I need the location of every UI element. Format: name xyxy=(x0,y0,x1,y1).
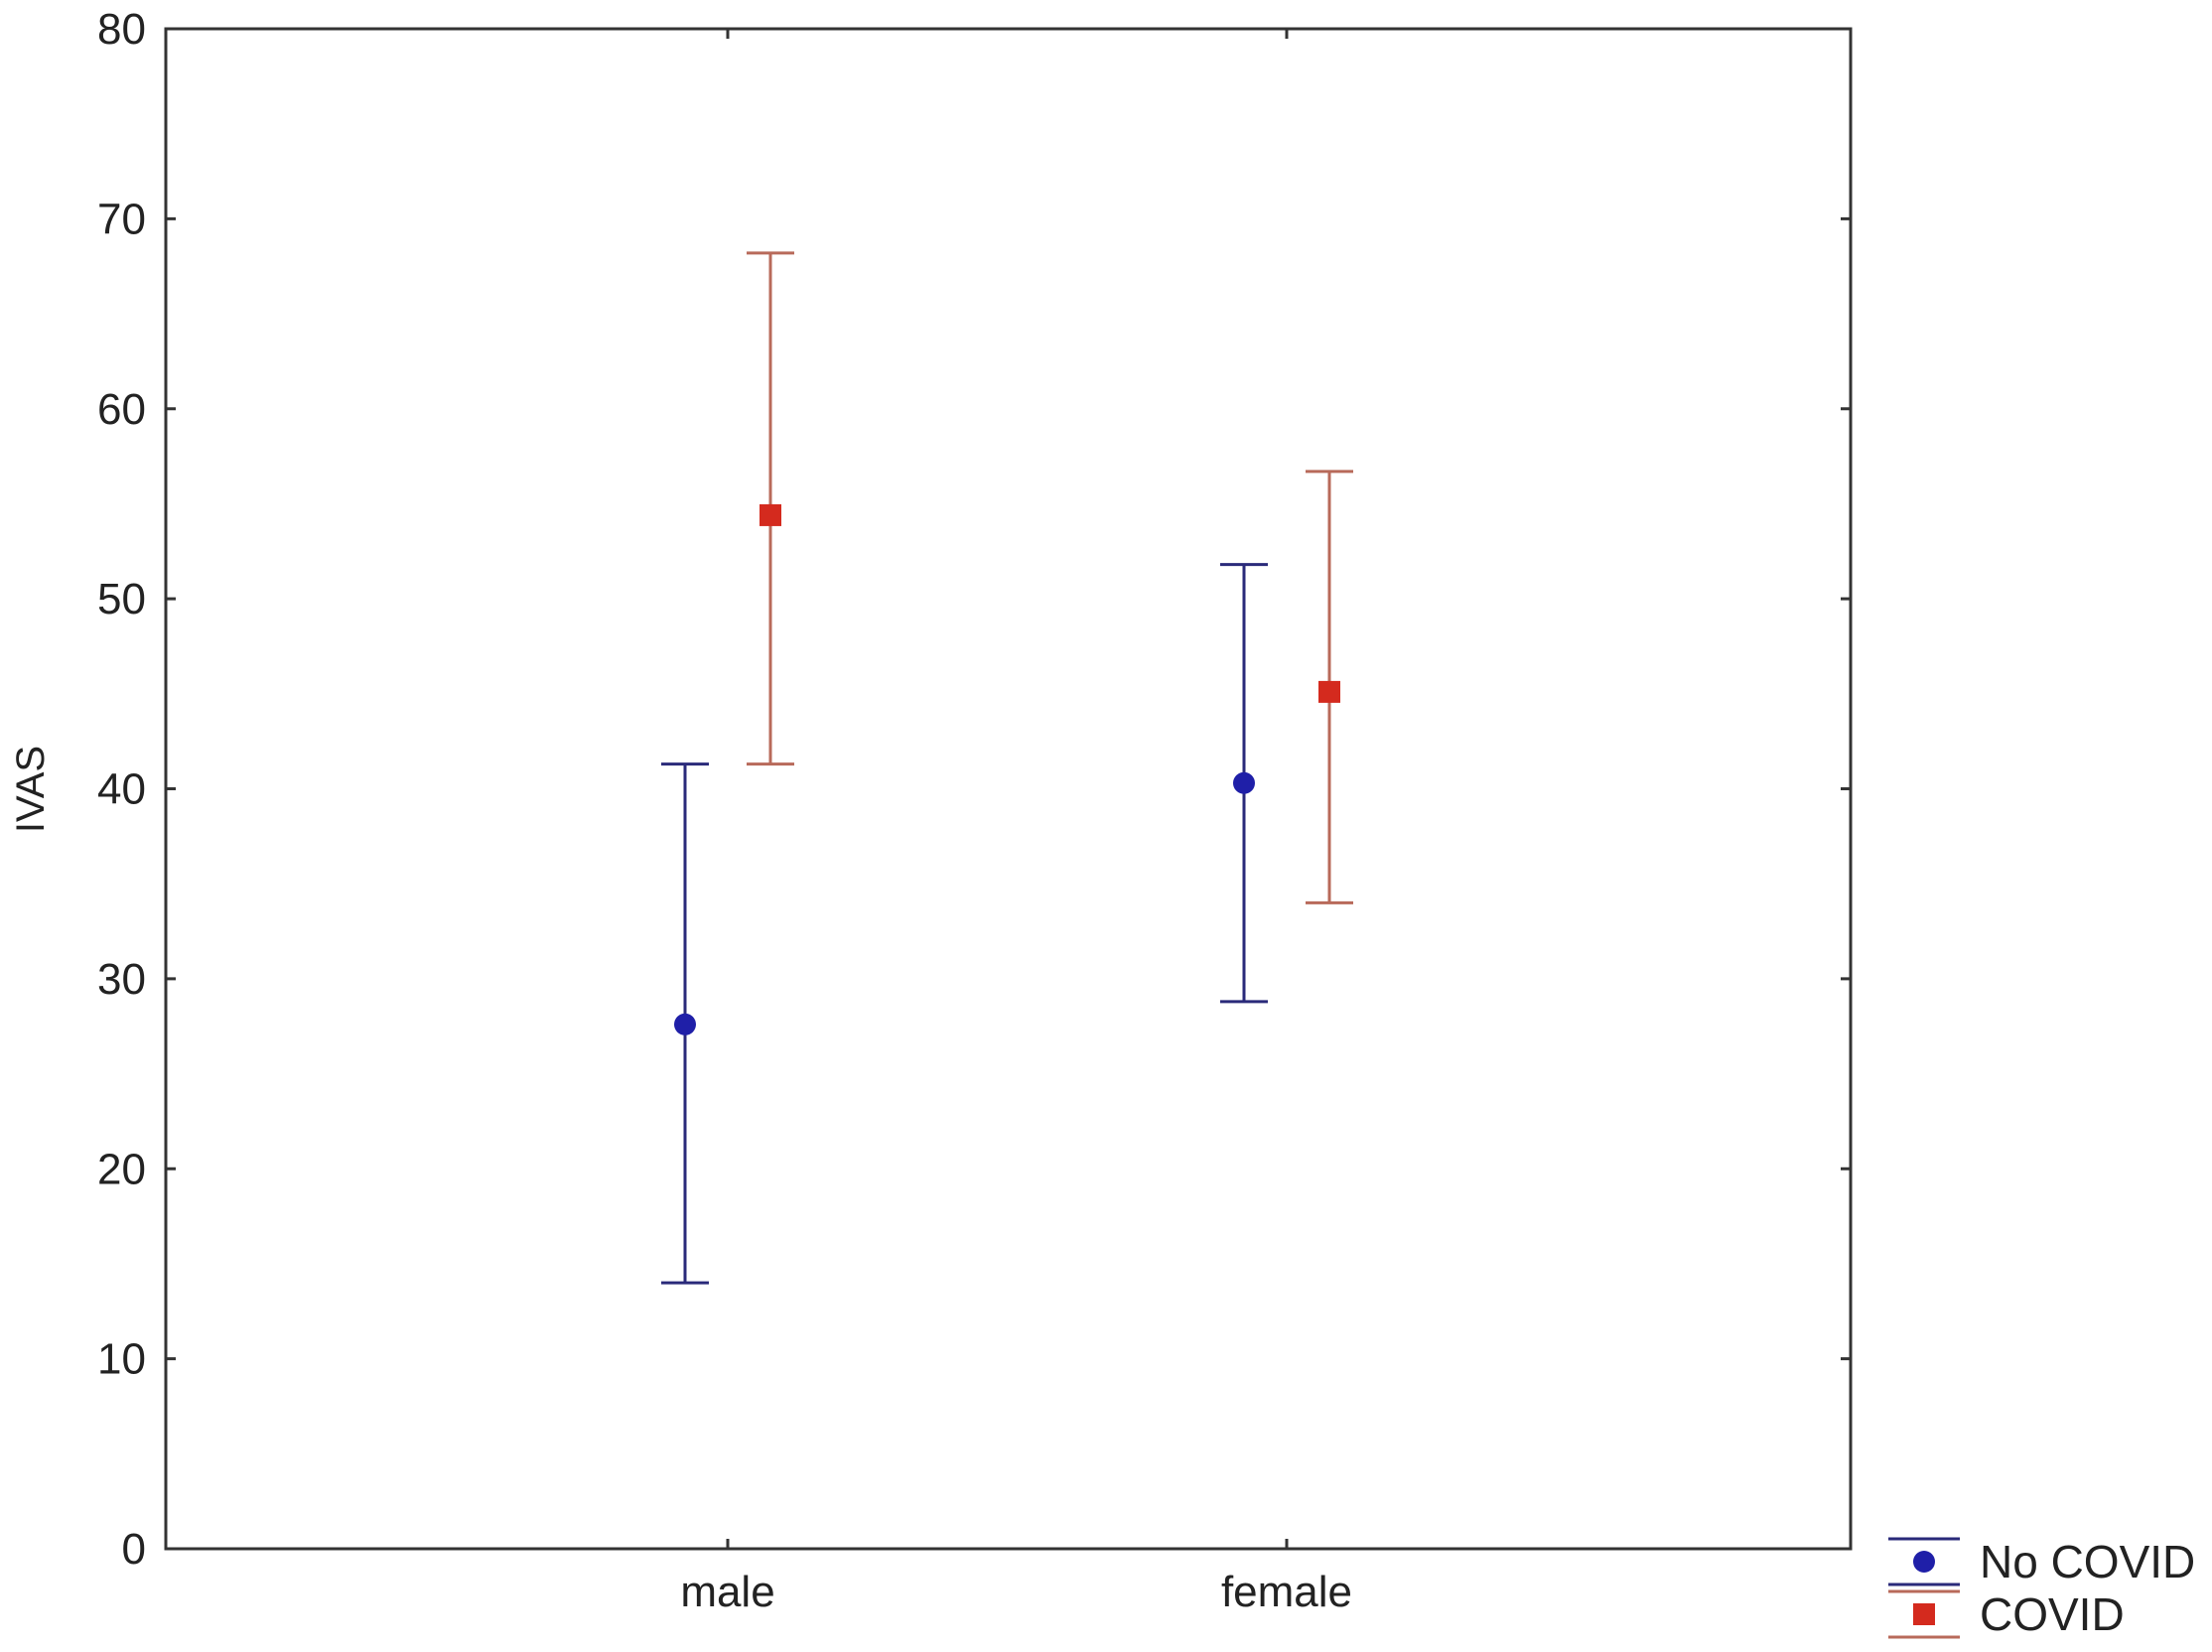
data-point-marker xyxy=(760,503,781,526)
y-tick-label: 0 xyxy=(122,1525,146,1574)
y-tick-label: 30 xyxy=(97,955,146,1004)
y-tick-label: 70 xyxy=(97,195,146,243)
y-tick-label: 10 xyxy=(97,1335,146,1384)
y-tick-label: 40 xyxy=(97,765,146,814)
plot-frame xyxy=(164,27,1853,1551)
legend-marker xyxy=(1913,1551,1935,1573)
series-layer xyxy=(661,251,1353,1285)
legend-label: No COVID xyxy=(1980,1536,2195,1587)
legend-marker xyxy=(1913,1603,1935,1625)
legend-item: No COVID xyxy=(1888,1536,2195,1587)
legend-label: COVID xyxy=(1980,1588,2125,1640)
y-axis: 0 10 20 30 40 50 60 70 80 xyxy=(97,5,1851,1574)
y-tick-label: 50 xyxy=(97,575,146,623)
legend-item: COVID xyxy=(1888,1588,2125,1640)
x-tick-label: male xyxy=(680,1568,774,1616)
error-bar-point xyxy=(1306,470,1353,904)
x-tick-label: female xyxy=(1221,1568,1352,1616)
y-tick-label: 60 xyxy=(97,385,146,434)
data-point-marker xyxy=(1318,680,1340,703)
error-bar-point xyxy=(661,762,709,1285)
data-point-marker xyxy=(674,1013,696,1035)
x-axis: male female xyxy=(680,29,1352,1616)
error-bar-point xyxy=(747,251,794,766)
data-point-marker xyxy=(1233,771,1255,794)
y-axis-title: IVAS xyxy=(9,746,53,833)
error-bar-point xyxy=(1220,563,1268,1004)
y-tick-label: 80 xyxy=(97,5,146,54)
y-tick-label: 20 xyxy=(97,1145,146,1193)
